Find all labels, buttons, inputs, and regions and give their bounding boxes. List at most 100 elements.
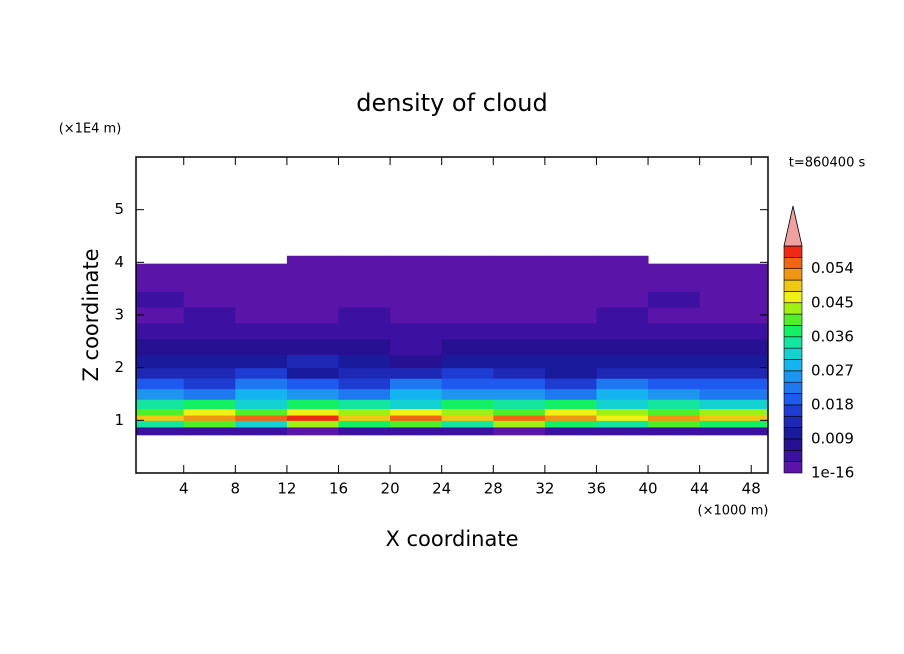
contour-cell <box>596 415 649 421</box>
contour-cell <box>136 399 185 409</box>
colorbar-box <box>783 359 803 372</box>
contour-cell <box>493 338 546 355</box>
x-tick-label: 20 <box>381 480 400 498</box>
contour-cell <box>286 420 339 428</box>
contour-cell <box>183 307 236 324</box>
contour-cell <box>136 367 185 379</box>
x-unit: (×1000 m) <box>698 504 769 519</box>
contour-cell <box>699 399 768 409</box>
contour-cell <box>441 354 494 369</box>
contour-cell <box>338 378 391 390</box>
x-tick-label: 36 <box>587 480 606 498</box>
contour-cell <box>493 322 546 340</box>
chart-title: density of cloud <box>356 89 547 117</box>
colorbar-box <box>783 245 803 258</box>
contour-cell <box>544 275 597 292</box>
contour-cell <box>286 275 339 292</box>
contour-cell <box>338 354 391 369</box>
colorbar-box <box>783 415 803 428</box>
contour-cell <box>183 399 236 409</box>
contour-cell <box>136 263 185 276</box>
contour-cell <box>183 388 236 400</box>
contour-cell <box>544 255 597 265</box>
colorbar-box <box>783 449 803 462</box>
y-tick-label: 2 <box>114 358 124 376</box>
contour-cell <box>493 426 546 436</box>
contour-cell <box>136 338 185 355</box>
contour-cell <box>338 388 391 400</box>
x-tick-label: 40 <box>639 480 658 498</box>
contour-cell <box>596 338 649 355</box>
time-label: t=860400 s <box>789 156 866 171</box>
contour-field <box>136 255 768 436</box>
contour-cell <box>544 263 597 276</box>
contour-cell <box>699 354 768 369</box>
contour-cell <box>493 291 546 308</box>
contour-cell <box>544 354 597 369</box>
contour-cell <box>286 388 339 400</box>
contour-cell <box>596 263 649 276</box>
contour-cell <box>136 354 185 369</box>
contour-cell <box>183 426 236 436</box>
contour-cell <box>699 322 768 340</box>
contour-cell <box>596 420 649 428</box>
axes: 4 8 12 16 20 24 28 32 36 40 44 48123451e-160.0090.0… <box>114 156 854 498</box>
contour-cell <box>390 322 443 340</box>
colorbar-box <box>783 370 803 383</box>
contour-cell <box>648 408 701 416</box>
contour-cell <box>338 420 391 428</box>
contour-cell <box>183 367 236 379</box>
contour-cell <box>596 354 649 369</box>
colorbar-box <box>783 427 803 440</box>
contour-cell <box>235 388 288 400</box>
contour-cell <box>286 426 339 436</box>
contour-cell <box>286 255 339 265</box>
contour-cell <box>596 388 649 400</box>
contour-cell <box>648 388 701 400</box>
contour-cell <box>441 408 494 416</box>
colorbar-box <box>783 393 803 406</box>
contour-cell <box>493 367 546 379</box>
contour-cell <box>648 307 701 324</box>
contour-cell <box>648 399 701 409</box>
contour-cell <box>493 255 546 265</box>
contour-cell <box>596 367 649 379</box>
contour-cell <box>493 307 546 324</box>
contour-cell <box>648 263 701 276</box>
contour-cell <box>136 408 185 416</box>
contour-cell <box>136 307 185 324</box>
contour-cell <box>441 255 494 265</box>
contour-cell <box>544 388 597 400</box>
contour-cell <box>699 263 768 276</box>
contour-cell <box>441 263 494 276</box>
colorbar-tick-label: 0.036 <box>811 327 854 345</box>
contour-cell <box>648 322 701 340</box>
contour-cell <box>338 399 391 409</box>
colorbar-box <box>783 302 803 315</box>
colorbar-tick-label: 1e-16 <box>811 464 854 482</box>
contour-cell <box>390 408 443 416</box>
contour-cell <box>286 415 339 421</box>
contour-cell <box>699 378 768 390</box>
contour-cell <box>235 307 288 324</box>
colorbar-box <box>783 381 803 394</box>
contour-cell <box>596 426 649 436</box>
colorbar-box <box>783 268 803 281</box>
contour-cell <box>441 420 494 428</box>
colorbar-box <box>783 257 803 270</box>
contour-cell <box>699 367 768 379</box>
contour-cell <box>136 420 185 428</box>
contour-cell <box>235 291 288 308</box>
contour-cell <box>338 291 391 308</box>
contour-cell <box>441 275 494 292</box>
contour-cell <box>390 415 443 421</box>
contour-cell <box>596 378 649 390</box>
colorbar-box <box>783 279 803 292</box>
contour-cell <box>338 426 391 436</box>
x-tick-label: 24 <box>432 480 451 498</box>
contour-cell <box>699 408 768 416</box>
contour-cell <box>544 307 597 324</box>
contour-cell <box>648 354 701 369</box>
contour-cell <box>493 420 546 428</box>
